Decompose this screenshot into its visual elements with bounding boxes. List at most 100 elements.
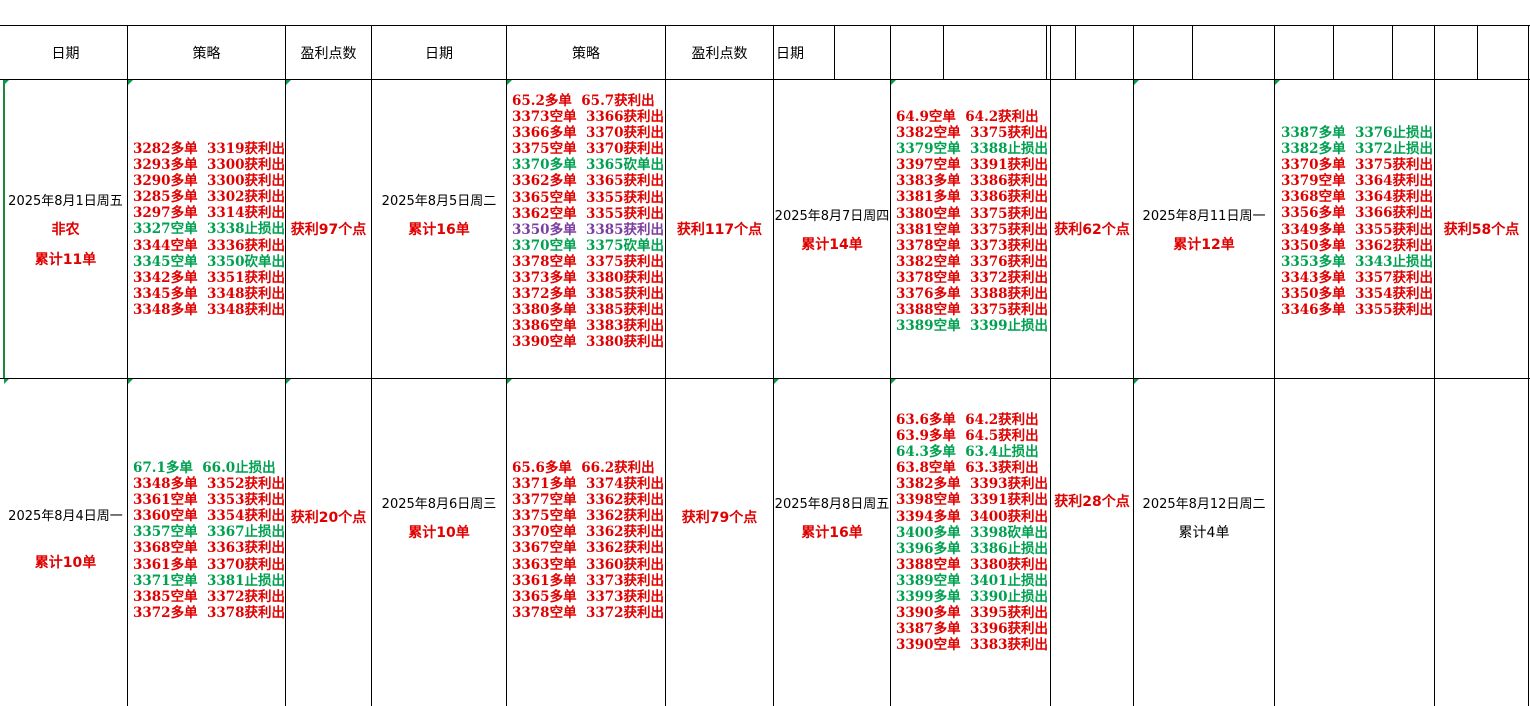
strategy-line: 3382空单 3376获利出 bbox=[896, 253, 1049, 270]
strategy-line: 3372多单 3378获利出 bbox=[133, 604, 286, 621]
header-profit-2: 盈利点数 bbox=[691, 46, 748, 62]
strategy-line: 3376多单 3388获利出 bbox=[896, 286, 1049, 303]
strategy-line: 3371空单 3381止损出 bbox=[133, 572, 286, 589]
strategy-line: 3390多单 3395获利出 bbox=[896, 605, 1049, 622]
strategy-list-0806: 65.6多单 66.2获利出 3371多单 3374获利出 3377空单 3362获… bbox=[512, 460, 664, 621]
strategy-list-0807: 64.9空单 64.2获利出 3382空单 3375获利出 3379空单 3388止… bbox=[896, 109, 1048, 334]
profit-cell-0811: 获利58个点 bbox=[1443, 222, 1520, 238]
strategy-line: 3370空单 3375砍单出 bbox=[512, 237, 665, 254]
date-label: 2025年8月4日周一 bbox=[8, 509, 123, 524]
date-label: 2025年8月8日周五 bbox=[774, 496, 890, 512]
strategy-line: 3397空单 3391获利出 bbox=[896, 157, 1049, 174]
strategy-line: 3361多单 3370获利出 bbox=[133, 556, 286, 573]
strategy-line: 3381空单 3375获利出 bbox=[896, 221, 1049, 238]
date-cell-0812: 2025年8月12日周二 累计4单 bbox=[1134, 379, 1274, 655]
strategy-line: 63.9多单 64.5获利出 bbox=[896, 428, 1039, 445]
strategy-line: 3386空单 3383获利出 bbox=[512, 318, 665, 335]
strategy-line: 3361多单 3373获利出 bbox=[512, 572, 665, 589]
strategy-line: 65.6多单 66.2获利出 bbox=[512, 460, 655, 476]
strategy-line: 3383多单 3386获利出 bbox=[896, 173, 1049, 190]
strategy-line: 3378空单 3372获利出 bbox=[896, 269, 1049, 286]
date-label: 2025年8月12日周二 bbox=[1142, 496, 1266, 512]
strategy-line: 64.9空单 64.2获利出 bbox=[896, 109, 1039, 125]
strategy-line: 3297多单 3314获利出 bbox=[133, 205, 286, 222]
strategy-line: 3387多单 3396获利出 bbox=[896, 621, 1049, 638]
strategy-line: 3327空单 3338止损出 bbox=[133, 221, 286, 238]
strategy-line: 3343多单 3357获利出 bbox=[1281, 269, 1434, 286]
strategy-line: 3365多单 3373获利出 bbox=[512, 588, 665, 605]
date-cell-0806: 2025年8月6日周三 累计10单 bbox=[372, 379, 506, 655]
date-cell-0811: 2025年8月11日周一 累计12单 bbox=[1134, 80, 1274, 378]
strategy-list-0801: 3282多单 3319获利出 3293多单 3300获利出 3290多单 3300获… bbox=[133, 141, 285, 318]
strategy-line: 3366多单 3370获利出 bbox=[512, 125, 665, 142]
profit-cell-0801: 获利97个点 bbox=[290, 222, 367, 238]
strategy-line: 3389空单 3401止损出 bbox=[896, 572, 1049, 589]
strategy-line: 3373多单 3380获利出 bbox=[512, 270, 665, 287]
date-cell-0805: 2025年8月5日周二 累计16单 bbox=[372, 80, 506, 378]
order-count: 累计16单 bbox=[801, 524, 863, 541]
header-profit-1: 盈利点数 bbox=[300, 46, 357, 62]
strategy-line: 3385空单 3372获利出 bbox=[133, 588, 286, 605]
order-count: 累计14单 bbox=[801, 236, 863, 253]
order-count: 累计16单 bbox=[408, 221, 470, 238]
strategy-line: 3399多单 3390止损出 bbox=[896, 589, 1049, 606]
strategy-line: 3345多单 3348获利出 bbox=[133, 285, 286, 302]
strategy-line: 3389空单 3399止损出 bbox=[896, 318, 1049, 335]
strategy-line: 3372多单 3385获利出 bbox=[512, 286, 665, 303]
strategy-list-0811: 3387多单 3376止损出 3382多单 3372止损出 3370多单 3375获… bbox=[1281, 125, 1433, 318]
strategy-line: 3348多单 3352获利出 bbox=[133, 476, 286, 493]
strategy-line: 3382多单 3393获利出 bbox=[896, 476, 1049, 493]
date-cell-0807: 2025年8月7日周四 累计14单 bbox=[774, 80, 890, 378]
header-date-1: 日期 bbox=[51, 46, 80, 62]
order-count: 累计11单 bbox=[34, 251, 97, 268]
order-count: 累计10单 bbox=[408, 524, 470, 541]
date-label: 2025年8月7日周四 bbox=[774, 208, 890, 224]
strategy-line: 3379空单 3364获利出 bbox=[1281, 173, 1434, 190]
strategy-line: 3365空单 3355获利出 bbox=[512, 189, 665, 206]
strategy-line: 3396多单 3386止损出 bbox=[896, 540, 1049, 557]
order-count: 累计12单 bbox=[1173, 236, 1235, 253]
order-count: 累计10单 bbox=[34, 555, 97, 571]
strategy-line: 3342多单 3351获利出 bbox=[133, 269, 286, 286]
strategy-list-0808: 63.6多单 64.2获利出 63.9多单 64.5获利出 64.3多单 63.4止… bbox=[896, 412, 1048, 653]
order-count: 累计4单 bbox=[1178, 524, 1230, 541]
strategy-line: 3382空单 3375获利出 bbox=[896, 125, 1049, 142]
strategy-line: 3367空单 3362获利出 bbox=[512, 540, 665, 557]
strategy-line: 3378空单 3372获利出 bbox=[512, 604, 665, 621]
strategy-line: 3375空单 3370获利出 bbox=[512, 141, 665, 158]
header-date-2: 日期 bbox=[425, 46, 453, 62]
strategy-line: 3382多单 3372止损出 bbox=[1281, 141, 1434, 158]
strategy-line: 3398空单 3391获利出 bbox=[896, 492, 1049, 509]
strategy-line: 3290多单 3300获利出 bbox=[133, 173, 286, 190]
strategy-line: 3368空单 3364获利出 bbox=[1281, 189, 1434, 206]
strategy-line: 64.3多单 63.4止损出 bbox=[896, 444, 1039, 461]
strategy-line: 3350多单 3362获利出 bbox=[1281, 237, 1434, 254]
strategy-line: 3378空单 3375获利出 bbox=[512, 253, 665, 270]
strategy-line: 3349多单 3355获利出 bbox=[1281, 221, 1434, 238]
profit-cell-0807: 获利62个点 bbox=[1054, 222, 1130, 238]
strategy-line: 3387多单 3376止损出 bbox=[1281, 125, 1434, 141]
strategy-line: 3370多单 3365砍单出 bbox=[512, 157, 665, 174]
strategy-line: 3361空单 3353获利出 bbox=[133, 492, 286, 509]
strategy-line: 3350多单 3385获利出 bbox=[512, 221, 665, 238]
date-label: 2025年8月1日周五 bbox=[8, 193, 123, 209]
strategy-line: 3353多单 3343止损出 bbox=[1281, 253, 1434, 270]
strategy-line: 3362空单 3355获利出 bbox=[512, 205, 665, 222]
strategy-line: 3357空单 3367止损出 bbox=[133, 524, 286, 541]
date-cell-0808: 2025年8月8日周五 累计16单 bbox=[774, 379, 890, 655]
profit-cell-0808: 获利28个点 bbox=[1054, 494, 1130, 510]
strategy-line: 3388空单 3375获利出 bbox=[896, 302, 1049, 319]
date-cell-0804: 2025年8月4日周一 累计10单 bbox=[4, 379, 127, 706]
strategy-line: 63.8空单 63.3获利出 bbox=[896, 460, 1039, 477]
strategy-line: 3346多单 3355获利出 bbox=[1281, 302, 1434, 319]
strategy-line: 3368空单 3363获利出 bbox=[133, 540, 286, 557]
strategy-line: 3400多单 3398砍单出 bbox=[896, 524, 1049, 541]
profit-cell-0805: 获利117个点 bbox=[676, 222, 763, 238]
strategy-line: 3380多单 3385获利出 bbox=[512, 302, 665, 319]
date-label: 2025年8月6日周三 bbox=[381, 496, 497, 512]
event-tag: 非农 bbox=[51, 221, 80, 238]
strategy-line: 3285多单 3302获利出 bbox=[133, 189, 286, 206]
strategy-line: 3377空单 3362获利出 bbox=[512, 492, 665, 509]
strategy-line: 3293多单 3300获利出 bbox=[133, 157, 286, 174]
header-strategy-2: 策略 bbox=[572, 46, 600, 62]
